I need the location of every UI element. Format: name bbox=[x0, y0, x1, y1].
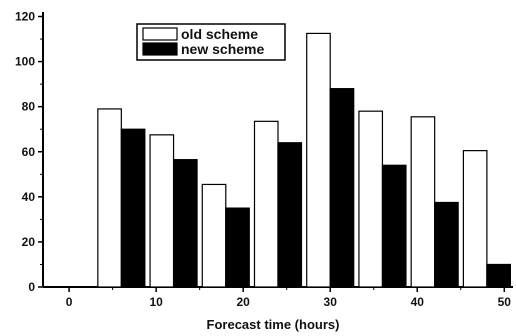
x-tick-label: 0 bbox=[66, 295, 73, 309]
legend-label: new scheme bbox=[181, 41, 264, 57]
y-tick-label: 80 bbox=[22, 100, 36, 114]
x-tick-label: 50 bbox=[498, 295, 512, 309]
x-tick-label: 40 bbox=[411, 295, 425, 309]
bar-old-scheme bbox=[462, 150, 488, 288]
bar-old-scheme bbox=[149, 134, 175, 288]
legend-swatch bbox=[142, 42, 178, 56]
bar-new-scheme bbox=[172, 159, 198, 288]
legend-label: old scheme bbox=[181, 26, 258, 42]
y-axis: 0 20 40 60 80 100 120 bbox=[15, 10, 43, 294]
x-tick-label: 10 bbox=[149, 295, 163, 309]
bar-new-scheme bbox=[486, 263, 511, 288]
bar-old-scheme bbox=[306, 32, 331, 288]
bar-old-scheme bbox=[97, 108, 122, 288]
bar-old-scheme bbox=[253, 120, 279, 288]
x-axis: 0 10 20 30 40 50 bbox=[66, 287, 512, 309]
y-tick-label: 60 bbox=[22, 145, 36, 159]
bar-new-scheme bbox=[120, 128, 146, 288]
y-tick-label: 20 bbox=[22, 235, 36, 249]
bar-new-scheme bbox=[381, 164, 407, 288]
bar-new-scheme bbox=[329, 88, 355, 288]
y-tick-label: 40 bbox=[22, 190, 36, 204]
y-tick-label: 120 bbox=[15, 10, 35, 24]
bar-old-scheme bbox=[358, 110, 384, 288]
bar-new-scheme bbox=[434, 201, 459, 288]
bar-old-scheme bbox=[410, 116, 436, 288]
legend-swatch bbox=[142, 27, 178, 41]
bar-old-scheme bbox=[201, 183, 227, 288]
bar-new-scheme bbox=[225, 207, 250, 288]
bar-new-scheme bbox=[277, 142, 303, 288]
x-tick-label: 30 bbox=[324, 295, 338, 309]
bars bbox=[97, 32, 511, 288]
x-axis-title: Forecast time (hours) bbox=[207, 317, 340, 332]
y-tick-label: 100 bbox=[15, 55, 35, 69]
x-tick-label: 20 bbox=[237, 295, 251, 309]
y-tick-label: 0 bbox=[28, 280, 35, 294]
